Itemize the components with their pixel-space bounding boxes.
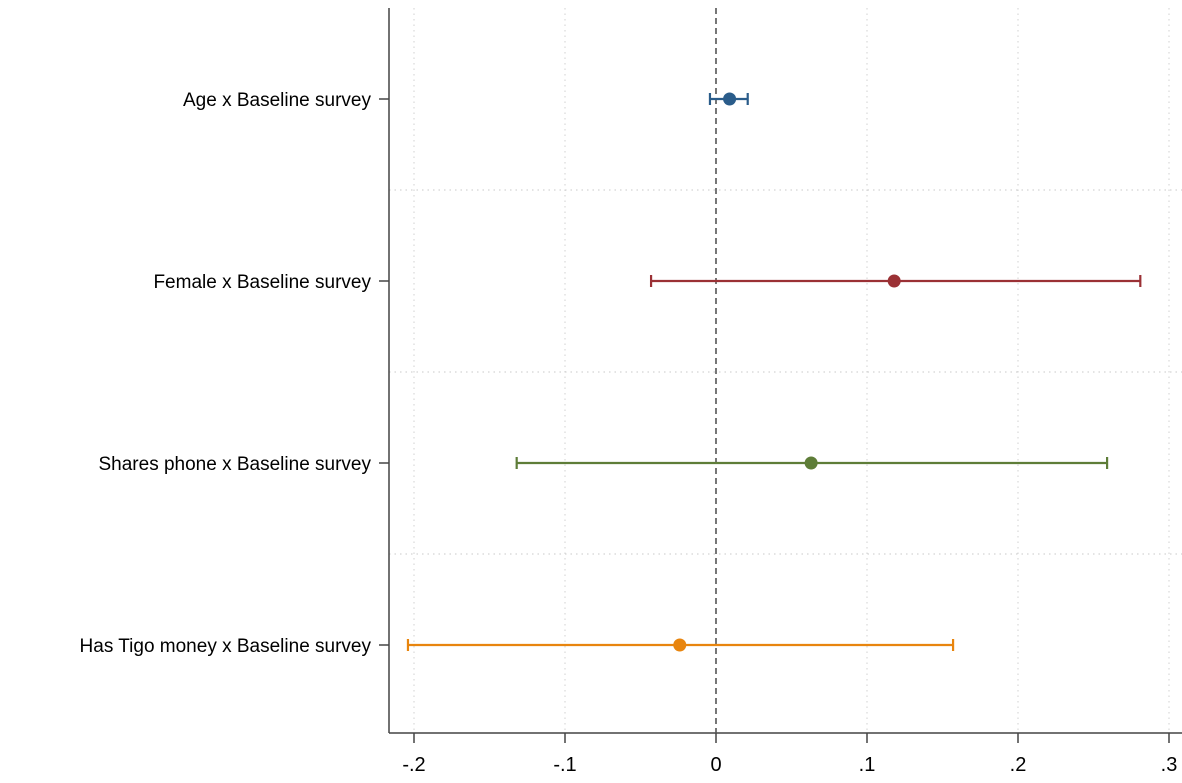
x-tick-label: 0 xyxy=(710,754,721,776)
coefficient-row-0 xyxy=(708,92,749,106)
x-axis-ticks: -.2 -.1 0 .1 .2 .3 xyxy=(402,733,1177,776)
point-estimate xyxy=(887,274,901,288)
y-tick-label: Age x Baseline survey xyxy=(183,90,371,111)
x-tick-label: .2 xyxy=(1010,754,1027,776)
x-tick-label: .3 xyxy=(1161,754,1178,776)
y-tick-label: Shares phone x Baseline survey xyxy=(99,454,372,475)
x-tick-label: -.2 xyxy=(402,754,425,776)
point-estimate xyxy=(723,92,737,106)
x-tick-label: .1 xyxy=(859,754,876,776)
coefficient-row-2 xyxy=(515,456,1109,470)
point-estimate xyxy=(673,638,687,652)
coefficient-marks xyxy=(406,92,1142,652)
coefficient-row-3 xyxy=(406,638,955,652)
y-tick-label: Has Tigo money x Baseline survey xyxy=(80,636,372,657)
y-tick-label: Female x Baseline survey xyxy=(153,272,371,293)
coefficient-row-1 xyxy=(649,274,1142,288)
point-estimate xyxy=(804,456,818,470)
x-tick-label: -.1 xyxy=(553,754,576,776)
axes xyxy=(388,8,1182,734)
grid-lines xyxy=(389,8,1182,733)
y-axis-labels: Age x Baseline survey Female x Baseline s… xyxy=(80,90,389,657)
